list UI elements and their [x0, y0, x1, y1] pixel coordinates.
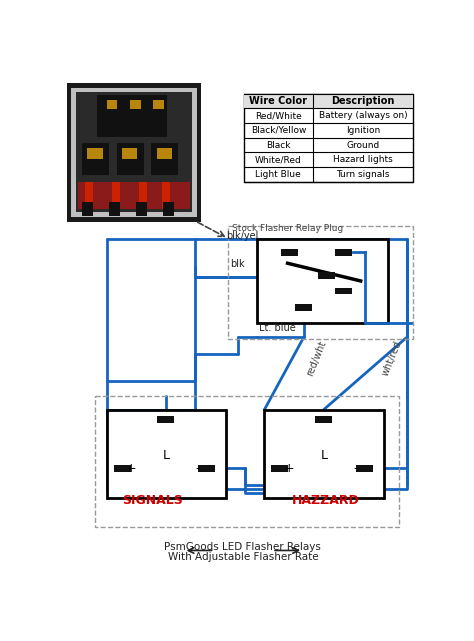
Text: Ignition: Ignition: [346, 126, 380, 135]
Text: Battery (always on): Battery (always on): [319, 112, 407, 121]
Bar: [76, 92, 192, 212]
Bar: [107, 410, 226, 498]
Text: wht/red: wht/red: [381, 339, 404, 377]
Bar: [117, 143, 144, 176]
Bar: [244, 94, 413, 181]
Bar: [87, 148, 103, 158]
Text: L: L: [163, 449, 170, 462]
Text: Ground: Ground: [346, 140, 380, 149]
Bar: [112, 181, 120, 208]
Text: blk: blk: [230, 259, 245, 269]
Text: Wire Color: Wire Color: [249, 96, 307, 106]
Text: +: +: [284, 462, 294, 474]
Text: L: L: [320, 449, 328, 462]
Bar: [157, 148, 172, 158]
Bar: [272, 465, 288, 472]
Text: Black: Black: [266, 140, 291, 149]
Bar: [282, 249, 298, 256]
Bar: [95, 397, 399, 528]
Bar: [71, 88, 197, 217]
Bar: [295, 304, 312, 312]
Text: +: +: [126, 462, 137, 474]
Bar: [153, 100, 164, 109]
Text: Red/White: Red/White: [255, 112, 302, 121]
Bar: [315, 416, 332, 423]
Bar: [228, 226, 413, 340]
Bar: [130, 100, 140, 109]
Bar: [114, 465, 130, 472]
Bar: [136, 203, 146, 216]
Bar: [151, 143, 178, 176]
Bar: [356, 465, 373, 472]
Text: Turn signals: Turn signals: [336, 170, 390, 179]
Bar: [335, 288, 352, 294]
Bar: [97, 95, 167, 137]
Text: Lt. blue: Lt. blue: [259, 323, 296, 333]
Text: With Adjustable Flasher Rate: With Adjustable Flasher Rate: [168, 552, 318, 562]
Bar: [163, 203, 173, 216]
Text: PsmGoods LED Flasher Relays: PsmGoods LED Flasher Relays: [164, 542, 321, 552]
Text: Light Blue: Light Blue: [255, 170, 301, 179]
Text: SIGNALS: SIGNALS: [122, 494, 183, 507]
Text: White/Red: White/Red: [255, 155, 302, 164]
Bar: [122, 148, 137, 158]
Text: -: -: [353, 462, 357, 474]
Text: red/wht: red/wht: [305, 339, 328, 377]
Text: Hazard lights: Hazard lights: [333, 155, 393, 164]
Bar: [78, 181, 190, 208]
Bar: [335, 249, 352, 256]
Text: HAZZARD: HAZZARD: [292, 494, 360, 507]
Bar: [198, 465, 215, 472]
Bar: [82, 143, 109, 176]
Bar: [85, 181, 93, 208]
Bar: [162, 181, 170, 208]
Bar: [264, 410, 384, 498]
Text: Stock Flasher Relay Plug: Stock Flasher Relay Plug: [232, 224, 343, 233]
Bar: [66, 83, 201, 222]
Bar: [157, 416, 174, 423]
Bar: [318, 272, 335, 279]
Bar: [257, 238, 388, 323]
Bar: [244, 94, 413, 108]
Bar: [107, 100, 118, 109]
Bar: [82, 203, 93, 216]
Text: blk/yel: blk/yel: [226, 231, 258, 240]
Bar: [139, 181, 146, 208]
Text: -: -: [195, 462, 200, 474]
Text: Description: Description: [331, 96, 395, 106]
Bar: [109, 203, 120, 216]
Text: Black/Yellow: Black/Yellow: [251, 126, 306, 135]
